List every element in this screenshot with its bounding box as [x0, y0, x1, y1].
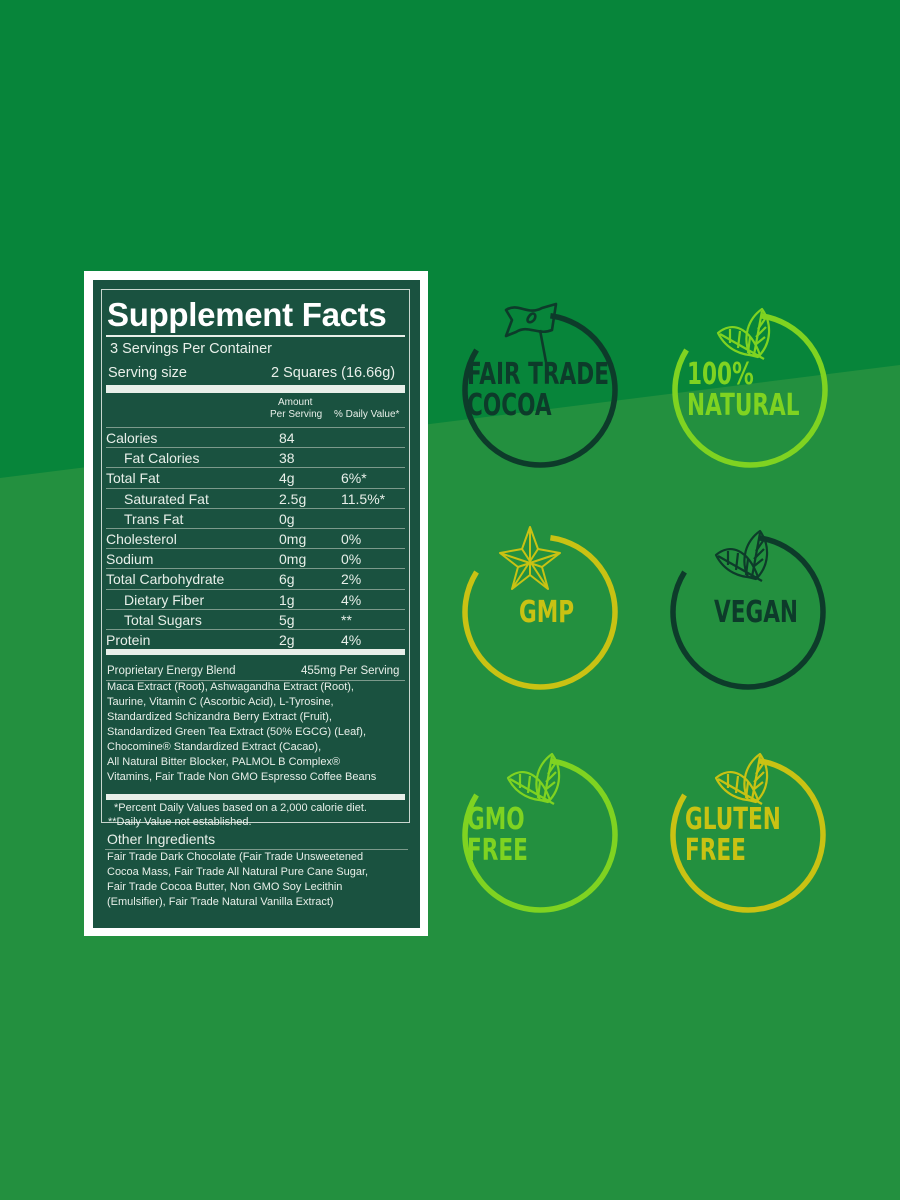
nutrient-daily-value: 0%: [341, 551, 362, 568]
nutrient-amount: 0mg: [279, 531, 307, 547]
nutrient-row: Sodium 0mg 0%: [106, 548, 405, 569]
serving-size-label: Serving size: [108, 365, 187, 381]
ingredient-line: Fair Trade Dark Chocolate (Fair Trade Un…: [107, 851, 364, 863]
col-amount-2: Per Serving: [270, 409, 323, 420]
ingredient-line: Taurine, Vitamin C (Ascorbic Acid), L-Ty…: [107, 696, 334, 708]
ingredient-line: Vitamins, Fair Trade Non GMO Espresso Co…: [107, 771, 377, 783]
badge-label-line2: COCOA: [467, 388, 552, 423]
nutrient-daily-value: 2%: [341, 571, 362, 588]
serving-size-value: 2 Squares (16.66g): [271, 365, 396, 381]
ingredient-line: (Emulsifier), Fair Trade Natural Vanilla…: [107, 896, 334, 908]
other-ingredients-title: Other Ingredients: [107, 831, 216, 847]
badge-label-line1: FAIR TRADE: [467, 357, 609, 392]
nutrient-amount: 2.5g: [279, 490, 307, 507]
nutrient-row: Cholesterol 0mg 0%: [106, 528, 405, 549]
nutrient-name: Calories: [106, 430, 158, 446]
col-amount-1: Amount: [278, 397, 313, 408]
nutrient-row: Protein 2g 4%: [106, 629, 405, 650]
blend-name: Proprietary Energy Blend: [107, 665, 236, 677]
servings-per-container: 3 Servings Per Container: [110, 341, 272, 357]
ingredient-line: Cocoa Mass, Fair Trade All Natural Pure …: [107, 866, 369, 878]
nutrient-name: Cholesterol: [106, 531, 177, 547]
ingredient-line: Maca Extract (Root), Ashwagandha Extract…: [107, 681, 354, 693]
nutrient-row: Saturated Fat 2.5g 11.5%*: [106, 487, 405, 509]
nutrient-name: Protein: [106, 632, 151, 648]
badge-100--natural: 100% NATURAL: [655, 280, 845, 480]
nutrient-name: Saturated Fat: [124, 490, 209, 507]
ingredient-line: Standardized Schizandra Berry Extract (F…: [107, 711, 332, 723]
nutrient-name: Trans Fat: [124, 510, 184, 527]
nutrient-name: Total Carbohydrate: [106, 571, 225, 588]
badge-ring: [462, 312, 618, 468]
nutrient-amount: 6g: [279, 571, 295, 588]
nutrient-daily-value: 0%: [341, 531, 362, 547]
nutrient-row: Total Carbohydrate 6g 2%: [106, 568, 405, 589]
nutrient-row: Calories 84: [106, 427, 405, 448]
badge-label-line2: NATURAL: [687, 388, 800, 423]
nutrient-row: Fat Calories 38: [106, 447, 405, 468]
nutrient-daily-value: **: [341, 611, 352, 628]
supplement-facts-panel: Supplement Facts 3 Servings Per Containe…: [84, 271, 428, 936]
star-icon: [499, 526, 561, 590]
nutrient-amount: 84: [279, 430, 295, 446]
nutrient-amount: 4g: [279, 470, 295, 487]
badge-gluten-free: GLUTEN FREE: [653, 725, 843, 925]
facts-title: Supplement Facts: [107, 296, 387, 333]
ingredient-line: Chocomine® Standardized Extract (Cacao),: [107, 741, 322, 753]
nutrient-daily-value: 11.5%*: [341, 490, 386, 507]
badge-label-line1: 100%: [687, 357, 754, 392]
nutrient-amount: 5g: [279, 611, 295, 628]
blend-amount: 455mg Per Serving: [301, 665, 400, 677]
nutrient-daily-value: 6%*: [341, 470, 367, 487]
nutrient-row: Trans Fat 0g: [106, 507, 405, 529]
ingredient-line: All Natural Bitter Blocker, PALMOL B Com…: [107, 756, 341, 768]
nutrient-amount: 0g: [279, 510, 295, 527]
badge-gmo-free: GMO FREE: [445, 725, 635, 925]
nutrient-amount: 0mg: [279, 551, 307, 568]
leaves-icon: [716, 307, 771, 360]
flag-leaf-icon: [504, 302, 558, 363]
footnote-daily-values: *Percent Daily Values based on a 2,000 c…: [114, 802, 367, 814]
badge-label-line1: GLUTEN: [685, 802, 781, 837]
nutrient-amount: 2g: [279, 632, 295, 648]
nutrient-name: Total Sugars: [124, 611, 202, 628]
nutrient-name: Total Fat: [106, 470, 160, 487]
nutrient-daily-value: 4%: [341, 591, 362, 608]
leaves-icon: [506, 752, 561, 805]
badge-label-line2: FREE: [685, 833, 746, 868]
col-daily-value: % Daily Value*: [334, 409, 400, 420]
nutrient-amount: 1g: [279, 591, 295, 608]
leaves-icon: [714, 529, 769, 582]
nutrient-daily-value: 4%: [341, 632, 362, 648]
ingredient-line: Fair Trade Cocoa Butter, Non GMO Soy Lec…: [107, 881, 343, 893]
nutrient-name: Dietary Fiber: [124, 591, 205, 608]
badge-label-line1: GMO: [467, 802, 525, 837]
badge-label-line1: GMP: [519, 595, 575, 630]
nutrient-name: Fat Calories: [124, 450, 200, 467]
nutrient-row: Total Fat 4g 6%*: [106, 467, 405, 488]
ingredient-line: Standardized Green Tea Extract (50% EGCG…: [107, 726, 367, 738]
badge-vegan: VEGAN: [653, 502, 843, 702]
badge-label-line1: VEGAN: [713, 595, 798, 630]
badge-gmp: GMP: [445, 502, 635, 702]
facts-box: Supplement Facts 3 Servings Per Containe…: [101, 289, 410, 828]
nutrient-name: Sodium: [106, 551, 154, 568]
nutrient-row: Total Sugars 5g **: [106, 608, 405, 630]
footnote-not-established: **Daily Value not established.: [108, 816, 252, 828]
nutrient-amount: 38: [279, 450, 295, 467]
badge-ring: [462, 534, 618, 690]
badge-label-line2: FREE: [467, 833, 528, 868]
badge-fair-trade-cocoa: FAIR TRADE COCOA: [445, 280, 635, 480]
nutrient-row: Dietary Fiber 1g 4%: [106, 588, 405, 610]
leaves-icon: [714, 752, 769, 805]
